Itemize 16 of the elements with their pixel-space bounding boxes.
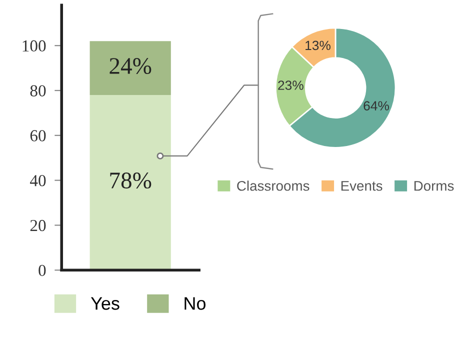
data-label: 64% xyxy=(364,101,389,110)
legend-label: Yes xyxy=(90,297,120,310)
data-label: 78% xyxy=(110,172,152,189)
y-tick-label: 0 xyxy=(38,264,46,276)
y-tick-label: 100 xyxy=(22,40,46,52)
legend-label: Classrooms xyxy=(237,180,310,191)
data-label: 13% xyxy=(306,40,330,50)
data-label: 24% xyxy=(110,58,152,74)
y-tick-label: 80 xyxy=(30,85,46,96)
y-tick-label: 40 xyxy=(30,175,46,186)
legend-label: Events xyxy=(341,181,382,191)
data-label: 23% xyxy=(278,80,304,90)
legend-label: Dorms xyxy=(414,181,454,191)
legend-label: No xyxy=(184,297,206,310)
y-tick-label: 60 xyxy=(30,130,46,142)
y-tick-label: 20 xyxy=(30,220,46,232)
